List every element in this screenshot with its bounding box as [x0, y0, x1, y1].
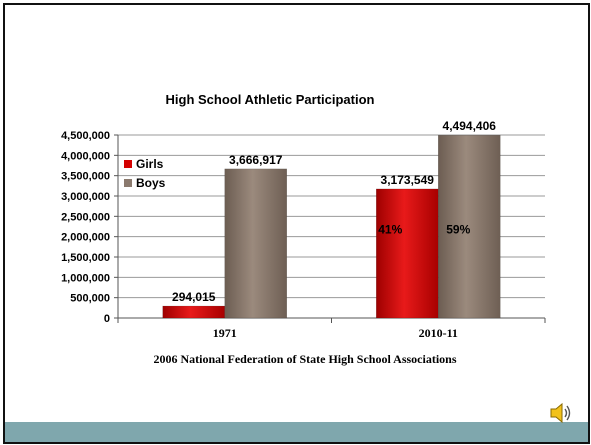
data-label: 3,666,917	[229, 153, 283, 167]
source-caption: 2006 National Federation of State High S…	[153, 352, 456, 366]
y-tick-label: 2,500,000	[61, 211, 110, 223]
y-tick-label: 1,500,000	[61, 252, 110, 264]
x-tick-label: 2010-11	[419, 326, 458, 340]
y-tick-label: 3,500,000	[61, 171, 110, 183]
data-labels: 294,015 3,666,917 3,173,549 4,494,406 41% 59%	[172, 119, 496, 304]
y-tick-label: 4,500,000	[61, 130, 110, 142]
data-label: 294,015	[172, 290, 216, 304]
bar-boys-1971	[224, 168, 287, 319]
bar-girls-1971	[162, 305, 225, 319]
y-tick-label: 0	[104, 313, 110, 325]
y-tick-label: 3,000,000	[61, 191, 110, 203]
bar-girls-2010-11	[376, 188, 439, 319]
slide: High School Athletic Participation 0 500,…	[3, 3, 590, 444]
x-tick-label: 1971	[213, 326, 237, 340]
bar-boys-2010-11	[438, 134, 501, 319]
legend-swatch-boys	[124, 179, 132, 187]
y-tick-label: 2,000,000	[61, 232, 110, 244]
data-label: 3,173,549	[381, 173, 435, 187]
axes: 0 500,000 1,000,000 1,500,000 2,000,000 2,500…	[61, 130, 546, 340]
y-tick-label: 500,000	[70, 293, 110, 305]
gridlines	[118, 134, 545, 299]
legend-label-boys: Boys	[136, 176, 166, 190]
chart-title: High School Athletic Participation	[166, 92, 375, 107]
bar-chart: High School Athletic Participation 0 500,…	[61, 92, 546, 366]
legend: Girls Boys	[124, 157, 166, 190]
share-annotation: 59%	[446, 223, 470, 237]
bars	[162, 134, 501, 319]
share-annotation: 41%	[378, 223, 402, 237]
y-tick-label: 4,000,000	[61, 150, 110, 162]
legend-label-girls: Girls	[136, 157, 164, 171]
speaker-icon[interactable]	[548, 400, 574, 426]
data-label: 4,494,406	[443, 119, 497, 133]
legend-swatch-girls	[124, 160, 132, 168]
footer-bar	[5, 422, 588, 442]
y-tick-label: 1,000,000	[61, 272, 110, 284]
